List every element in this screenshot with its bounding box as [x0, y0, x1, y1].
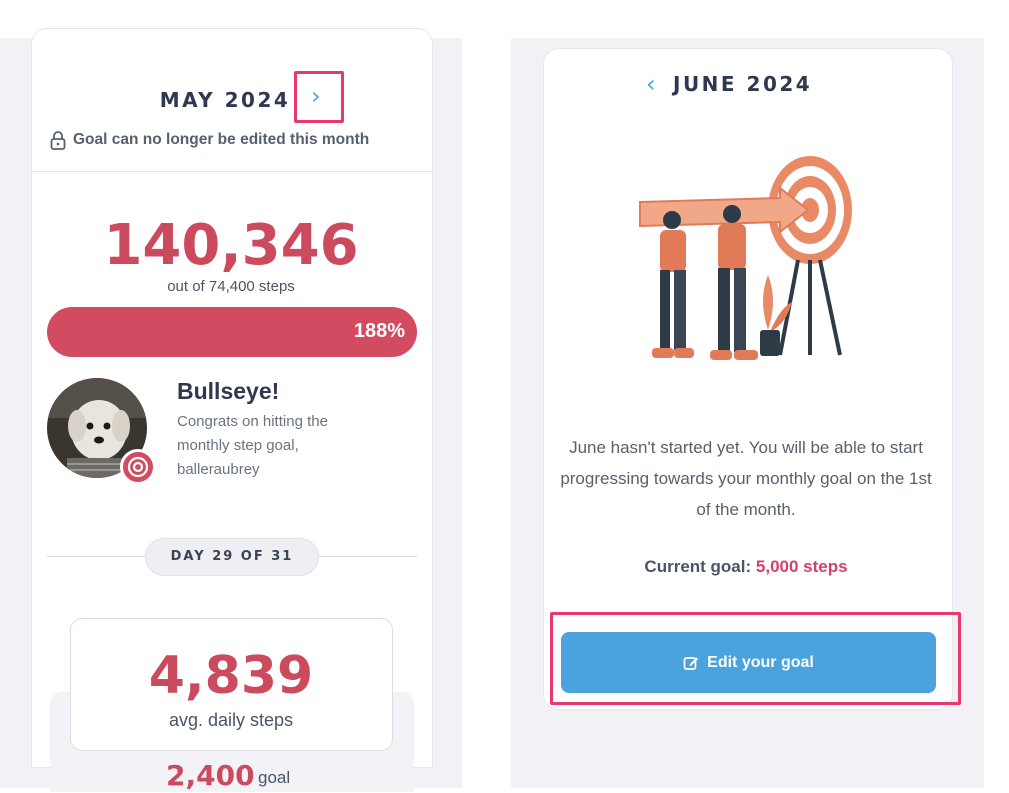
june-month-card: [543, 48, 953, 710]
edit-goal-button[interactable]: Edit your goal: [561, 632, 936, 693]
daily-goal-value: 2,400: [166, 759, 255, 792]
edit-icon: [683, 656, 699, 670]
steps-out-of: out of 74,400 steps: [167, 278, 295, 295]
achievement-title: Bullseye!: [177, 378, 280, 404]
avg-daily-steps: 4,839: [148, 646, 314, 706]
avg-daily-steps-label: avg. daily steps: [168, 710, 294, 730]
next-month-button[interactable]: ›: [294, 71, 344, 123]
month-title: JUNE 2024: [673, 72, 813, 96]
month-title: MAY 2024: [159, 88, 291, 112]
chevron-right-icon: ›: [311, 82, 321, 110]
avg-steps-card: [70, 618, 393, 751]
target-icon: [127, 456, 149, 478]
lock-notice: Goal can no longer be edited this month: [50, 130, 369, 150]
edit-goal-label: Edit your goal: [707, 653, 814, 671]
goal-illustration: [639, 156, 852, 360]
may-header: MAY 2024: [0, 88, 462, 112]
previous-month-button[interactable]: ‹: [646, 70, 656, 98]
total-steps: 140,346: [103, 213, 359, 278]
current-goal: Current goal: 5,000 steps: [556, 557, 936, 577]
header-divider: [31, 171, 433, 172]
edit-goal-highlight: [550, 612, 961, 705]
lock-notice-text: Goal can no longer be edited this month: [73, 131, 370, 148]
lock-icon: [50, 131, 66, 150]
current-goal-label: Current goal:: [644, 557, 752, 576]
chevron-left-icon: ‹: [646, 70, 656, 98]
target-badge: [120, 449, 156, 485]
current-goal-value: 5,000 steps: [755, 557, 848, 576]
achievement-text: Congrats on hitting the monthly step goa…: [177, 413, 328, 478]
progress-percent: 188%: [353, 320, 405, 342]
progress-bar: 188%: [47, 307, 417, 357]
month-not-started-notice: June hasn't started yet. You will be abl…: [560, 438, 932, 519]
daily-goal-label: goal: [258, 768, 291, 787]
day-counter-badge: DAY 29 OF 31: [145, 538, 319, 576]
